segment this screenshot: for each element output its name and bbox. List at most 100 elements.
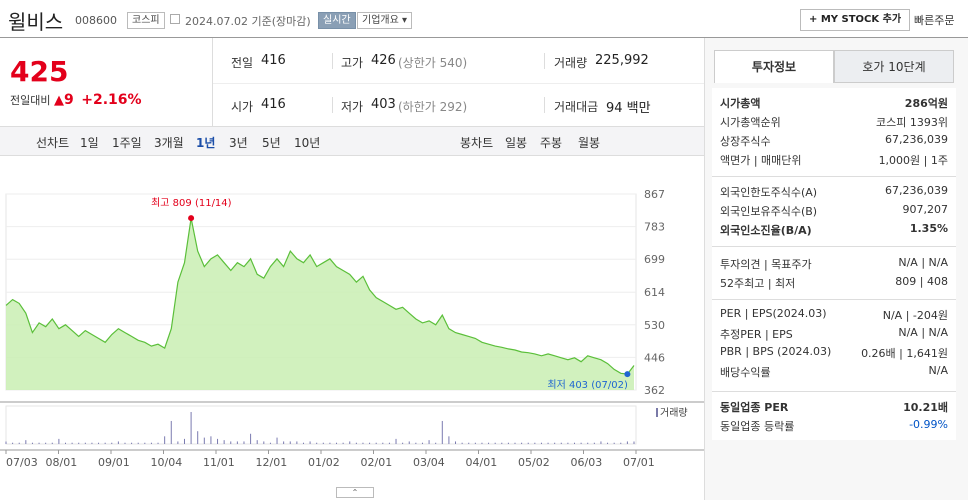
divider [712,246,956,247]
high-label: 고가 [341,56,364,70]
price-area [6,218,634,390]
tab-line-0[interactable]: 1일 [80,136,99,150]
info-value: 0.26배 | 1,641원 [861,347,948,360]
x-tick-label: 03/04 [413,456,445,469]
info-label: PER | EPS(2024.03) [720,307,827,320]
divider [712,299,956,300]
tab-candle-1[interactable]: 주봉 [540,136,563,150]
x-tick-label: 02/01 [361,456,393,469]
lower-limit: (하한가 292) [398,100,468,114]
low-annotation: 최저 403 (07/02) [547,379,628,391]
low-value: 403 [371,97,396,112]
info-row: 동일업종 등락률 -0.99% [720,418,948,437]
high-marker [188,215,195,222]
price-line [5,217,635,375]
divider [332,53,333,69]
tab-line-4[interactable]: 3년 [229,136,248,150]
info-row: PER | EPS(2024.03) N/A | -204원 [720,307,948,326]
info-value: 67,236,039 [885,184,948,197]
info-row: 시가총액순위 코스피 1393위 [720,114,948,133]
info-value: 코스피 1393위 [876,116,948,129]
y-tick-label: 362 [644,384,665,397]
info-box [712,88,956,440]
tab-line-2[interactable]: 3개월 [154,136,184,150]
info-value: 67,236,039 [885,133,948,146]
tab-invest-info[interactable]: 투자정보 [714,50,834,83]
info-label: 액면가 | 매매단위 [720,154,802,167]
info-row: 외국인한도주식수(A) 67,236,039 [720,184,948,203]
high-annotation: 최고 809 (11/14) [151,197,232,209]
price-divider [212,38,213,126]
y-tick-label: 446 [644,351,665,364]
info-value: N/A | N/A [898,326,948,339]
company-overview-button[interactable]: 기업개요 ▾ [357,12,413,29]
info-row: 외국인소진율(B/A) 1.35% [720,222,948,241]
tab-line-3[interactable]: 1년 [196,136,216,150]
tab-line-6[interactable]: 10년 [294,136,321,150]
open-value: 416 [261,97,286,112]
info-value: 809 | 408 [895,275,948,288]
x-tick-label: 07/01 [623,456,655,469]
info-row: 추정PER | EPS N/A | N/A [720,326,948,345]
prev-label: 전일 [231,56,254,70]
price-chart: 867 783 699 614 530 446 362 최고 809 (11/14) 최저 40… [0,188,704,469]
info-label: 추정PER | EPS [720,328,793,341]
info-row: 상장주식수 67,236,039 [720,133,948,152]
chart-tab-bar [0,126,704,156]
info-value: -0.99% [909,418,948,431]
row-divider [213,83,704,84]
x-tick-label: 08/01 [46,456,78,469]
candle-chart-label: 봉차트 [460,136,494,150]
high-value: 426 [371,53,396,68]
info-row: 시가총액 286억원 [720,95,948,114]
tab-hoga-10[interactable]: 호가 10단계 [834,50,954,83]
divider [544,97,545,113]
tab-line-1[interactable]: 1주일 [112,136,142,150]
stock-name: 윌비스 [8,10,64,34]
amount-value: 94 백만 [606,101,651,116]
tab-candle-2[interactable]: 월봉 [578,136,601,150]
my-stock-add-button[interactable]: + MY STOCK 추가 [800,9,911,31]
tab-line-5[interactable]: 5년 [262,136,281,150]
info-row: 외국인보유주식수(B) 907,207 [720,203,948,222]
volume-legend-mark [656,408,658,417]
y-tick-label: 530 [644,319,665,332]
market-badge: 코스피 [127,12,165,29]
info-label: 동일업종 등락률 [720,420,795,433]
info-value: 1.35% [909,222,948,235]
volume-label: 거래량 [660,407,688,419]
y-tick-label: 783 [644,221,665,234]
change-line: 전일대비 ▲9 +2.16% [10,92,142,108]
calendar-icon [170,14,180,24]
realtime-button[interactable]: 실시간 [318,12,356,29]
y-tick-label: 614 [644,286,665,299]
info-value: 10.21배 [903,401,948,414]
quick-order-link[interactable]: 빠른주문 [914,14,955,27]
info-row: 동일업종 PER 10.21배 [720,399,948,418]
upper-limit: (상한가 540) [398,56,468,70]
prev-value: 416 [261,53,286,68]
info-value: 907,207 [902,203,949,216]
info-label: PBR | BPS (2024.03) [720,345,832,358]
info-label: 시가총액 [720,97,761,110]
current-price: 425 [10,55,69,88]
x-tick-label: 06/03 [571,456,603,469]
change-rate: +2.16% [81,92,142,108]
info-value: 286억원 [904,97,948,110]
header-divider [0,37,968,38]
info-label: 동일업종 PER [720,401,789,414]
x-tick-label: 01/02 [308,456,340,469]
x-tick-label: 10/04 [151,456,183,469]
info-value: N/A | -204원 [882,309,948,322]
tab-candle-0[interactable]: 일봉 [505,136,528,150]
info-value: N/A | N/A [898,256,948,269]
info-row: PBR | BPS (2024.03) 0.26배 | 1,641원 [720,345,948,364]
collapse-chart-button[interactable]: ⌃ [336,487,374,498]
x-tick-label: 09/01 [98,456,130,469]
info-row: 액면가 | 매매단위 1,000원 | 1주 [720,152,948,171]
info-row: 투자의견 | 목표주가 N/A | N/A [720,256,948,275]
divider [712,391,956,392]
info-label: 투자의견 | 목표주가 [720,258,812,271]
info-label: 외국인소진율(B/A) [720,224,812,237]
divider [712,176,956,177]
